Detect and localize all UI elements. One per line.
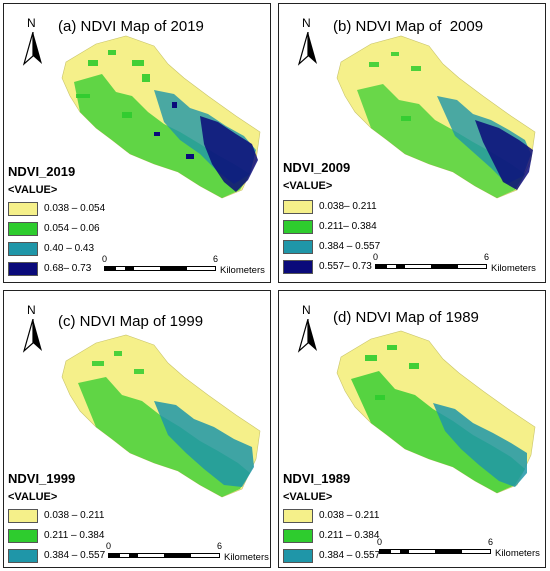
legend-title: NDVI_1989 [283,471,351,486]
map-panel-2019: N (a) NDVI Map of 2019 NDVI_2019 <VALUE>… [3,3,271,283]
legend-label: 0.038– 0.211 [319,201,377,212]
legend-swatch [283,240,313,254]
legend-swatch [283,509,313,523]
legend-label: 0.211– 0.384 [319,221,377,232]
legend-label: 0.211 – 0.384 [44,530,105,541]
legend-label: 0.384 – 0.557 [319,241,381,252]
legend-label: 0.038 – 0.054 [44,203,106,214]
legend-subtitle: <VALUE> [283,491,333,503]
ndvi-map-1999 [61,334,261,498]
map-panel-1989: N (d) NDVI Map of 1989 NDVI_1989 <VALUE>… [278,290,546,568]
scale-end: 6 [484,252,490,262]
legend-label: 0.038 – 0.211 [44,510,105,521]
map-title: (a) NDVI Map of 2019 [58,18,204,35]
legend-swatch [8,529,38,543]
legend-title: NDVI_1999 [8,471,76,486]
map-title: (b) NDVI Map of 2009 [333,18,484,35]
scale-unit: Kilometers [220,265,265,276]
scale-unit: Kilometers [491,263,536,274]
legend-swatch [283,549,313,563]
scale-unit: Kilometers [224,552,269,563]
north-arrow-icon: N [297,303,319,355]
legend-label: 0.40 – 0.43 [44,243,95,254]
scale-bar: 0 6 Kilometers [102,254,270,282]
legend-swatch [8,202,38,216]
legend-swatch [283,220,313,234]
scale-bar: 0 6 Kilometers [373,252,545,280]
ndvi-map-2009 [336,35,536,199]
legend-label: 0.68– 0.73 [44,263,92,274]
scale-unit: Kilometers [495,548,540,559]
map-panel-2009: N (b) NDVI Map of 2009 NDVI_2009 <VALUE>… [278,3,546,283]
north-arrow-icon: N [22,303,44,355]
legend-subtitle: <VALUE> [283,180,333,192]
legend-swatch [8,222,38,236]
legend-swatch [8,262,38,276]
legend-label: 0.384 – 0.557 [319,550,381,561]
legend-title: NDVI_2009 [283,160,351,175]
ndvi-map-2019 [61,35,261,199]
scale-start: 0 [373,252,379,262]
scale-bar: 0 6 Kilometers [377,537,545,565]
scale-start: 0 [102,254,108,264]
scale-bar: 0 6 Kilometers [106,541,270,567]
map-title: (d) NDVI Map of 1989 [333,309,479,326]
legend-label: 0.038 – 0.211 [319,510,380,521]
north-label: N [27,16,36,30]
legend-title: NDVI_2019 [8,164,76,179]
legend-subtitle: <VALUE> [8,491,58,503]
north-arrow-icon: N [22,16,44,68]
scale-end: 6 [217,541,223,551]
legend-swatch [8,509,38,523]
north-arrow-icon: N [297,16,319,68]
legend-swatch [8,242,38,256]
scale-start: 0 [106,541,112,551]
scale-start: 0 [377,537,383,547]
legend-swatch [283,200,313,214]
legend-label: 0.384 – 0.557 [44,550,106,561]
map-title: (c) NDVI Map of 1999 [58,313,204,330]
legend-swatch [8,549,38,563]
map-panel-1999: N (c) NDVI Map of 1999 NDVI_1999 <VALUE>… [3,290,271,568]
legend-swatch [283,529,313,543]
ndvi-map-1989 [336,330,536,494]
legend-swatch [283,260,313,274]
north-label: N [302,16,311,30]
north-label: N [302,303,311,317]
legend-label: 0.211 – 0.384 [319,530,380,541]
north-label: N [27,303,36,317]
scale-end: 6 [213,254,219,264]
legend-label: 0.054 – 0.06 [44,223,100,234]
legend-label: 0.557– 0.73 [319,261,372,272]
scale-end: 6 [488,537,494,547]
legend-subtitle: <VALUE> [8,184,58,196]
